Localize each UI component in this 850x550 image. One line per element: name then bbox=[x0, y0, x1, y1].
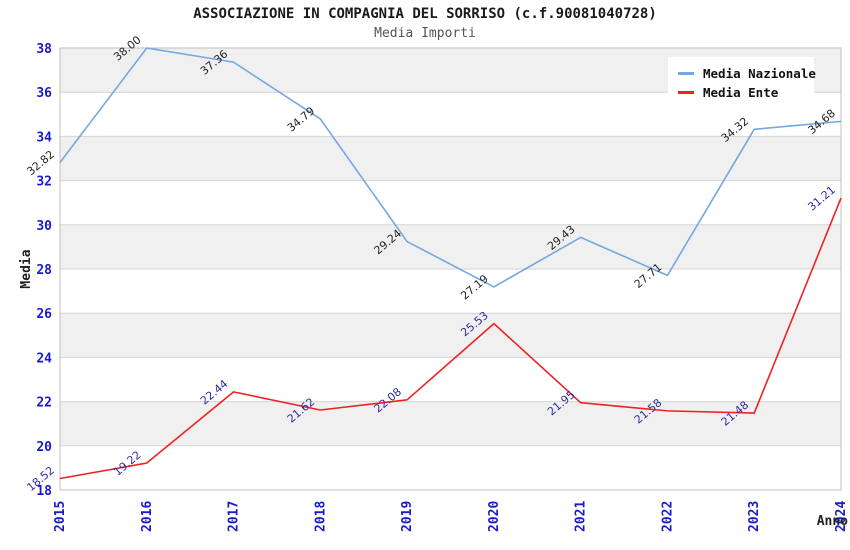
media-nazionale-line-swatch bbox=[678, 72, 694, 75]
plot-border bbox=[59, 47, 842, 491]
plot-band bbox=[60, 401, 841, 446]
x-tick-label: 2022 bbox=[660, 501, 675, 532]
y-tick-label: 20 bbox=[36, 440, 52, 455]
legend-label-media-ente: Media Ente bbox=[703, 85, 779, 100]
series-line-media-ente bbox=[59, 197, 842, 480]
y-tick-label: 36 bbox=[36, 86, 52, 101]
data-point-label-media-ente: 19.22 bbox=[111, 448, 143, 478]
x-axis-title: Anno bbox=[817, 514, 848, 529]
x-tick-label: 2021 bbox=[574, 501, 589, 532]
x-tick-label: 2019 bbox=[400, 501, 415, 532]
x-tick-label: 2016 bbox=[140, 501, 155, 532]
y-tick-label: 18 bbox=[36, 484, 52, 499]
x-tick-label: 2018 bbox=[313, 501, 328, 532]
data-point-label-media-ente: 31.21 bbox=[805, 183, 837, 213]
chart-title: ASSOCIAZIONE IN COMPAGNIA DEL SORRISO (c… bbox=[193, 6, 657, 22]
y-tick-label: 28 bbox=[36, 263, 52, 278]
y-tick-label: 30 bbox=[36, 219, 52, 234]
x-tick-label: 2024 bbox=[834, 501, 849, 532]
y-axis-title: Media bbox=[19, 249, 34, 288]
y-tick-label: 22 bbox=[36, 396, 52, 411]
plot-band bbox=[60, 313, 841, 358]
chart-subtitle: Media Importi bbox=[374, 26, 476, 41]
legend-item-media-ente: Media Ente bbox=[678, 83, 806, 102]
data-point-label-media-nazionale: 34.79 bbox=[285, 104, 317, 134]
y-tick-label: 24 bbox=[36, 351, 52, 366]
x-tick-label: 2020 bbox=[487, 501, 502, 532]
x-tick-label: 2023 bbox=[747, 501, 762, 532]
y-tick-label: 32 bbox=[36, 175, 52, 190]
x-tick-label: 2015 bbox=[53, 501, 68, 532]
legend-item-media-nazionale: Media Nazionale bbox=[678, 64, 816, 83]
y-tick-label: 34 bbox=[36, 130, 52, 145]
data-point-label-media-nazionale: 32.82 bbox=[24, 148, 56, 178]
y-tick-label: 26 bbox=[36, 307, 52, 322]
x-tick-label: 2017 bbox=[227, 501, 242, 532]
legend-label-media-nazionale: Media Nazionale bbox=[703, 66, 816, 81]
media-ente-line-swatch bbox=[678, 91, 694, 94]
plot-band bbox=[60, 224, 841, 269]
y-tick-label: 38 bbox=[36, 42, 52, 57]
legend: Media Nazionale Media Ente bbox=[668, 57, 816, 109]
plot-band bbox=[60, 136, 841, 181]
series-line-media-nazionale bbox=[59, 47, 842, 288]
